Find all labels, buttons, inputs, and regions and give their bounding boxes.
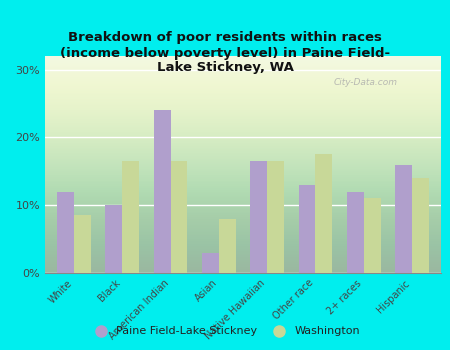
Bar bbox=[105, 205, 122, 273]
Bar bbox=[395, 164, 412, 273]
Bar bbox=[219, 219, 236, 273]
Bar bbox=[412, 178, 429, 273]
Bar bbox=[267, 161, 284, 273]
Bar bbox=[122, 161, 139, 273]
Bar bbox=[347, 192, 364, 273]
Bar bbox=[250, 161, 267, 273]
Bar bbox=[298, 185, 315, 273]
Bar bbox=[315, 154, 333, 273]
Bar bbox=[153, 110, 171, 273]
Bar bbox=[74, 215, 91, 273]
Bar bbox=[171, 161, 188, 273]
Legend: Paine Field-Lake Stickney, Washington: Paine Field-Lake Stickney, Washington bbox=[85, 322, 365, 341]
Bar bbox=[57, 192, 74, 273]
Text: Breakdown of poor residents within races
(income below poverty level) in Paine F: Breakdown of poor residents within races… bbox=[60, 32, 390, 75]
Bar bbox=[202, 253, 219, 273]
Bar bbox=[364, 198, 381, 273]
Text: City-Data.com: City-Data.com bbox=[334, 78, 398, 86]
